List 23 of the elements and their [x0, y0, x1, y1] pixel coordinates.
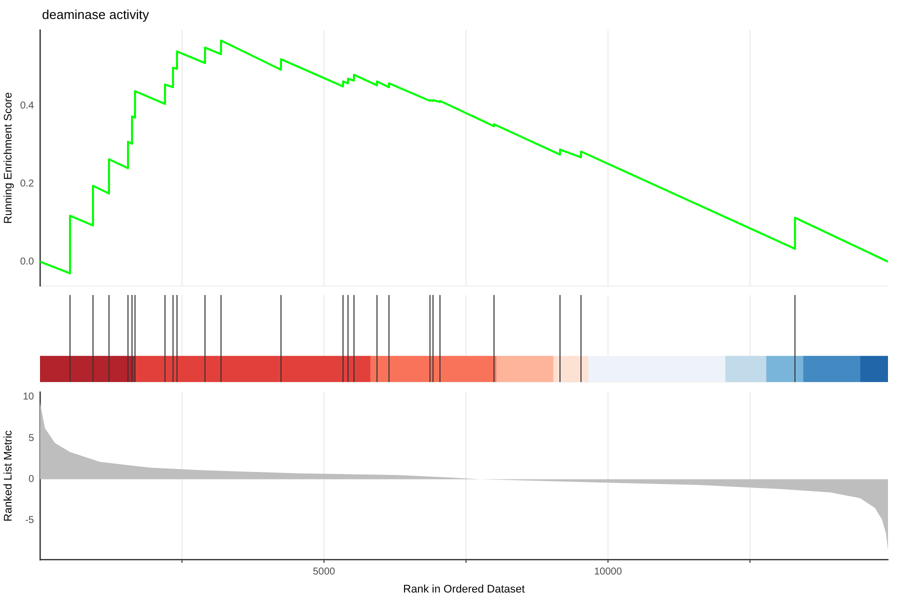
bar: [724, 356, 766, 382]
y-tick-label: 0: [28, 474, 34, 485]
bar: [496, 356, 554, 382]
bar: [370, 356, 496, 382]
bar: [802, 356, 860, 382]
bar: [134, 356, 370, 382]
bar: [552, 356, 588, 382]
y-tick-label: 0.4: [20, 100, 34, 112]
bar: [588, 356, 726, 382]
y-tick-label: 0.2: [20, 178, 34, 190]
x-tick-label: 5000: [312, 566, 336, 578]
y-tick-label: -5: [25, 515, 34, 526]
bar: [40, 356, 136, 382]
y-tick-label: 0.0: [20, 256, 34, 268]
chart-title: deaminase activity: [42, 7, 149, 22]
bar: [860, 356, 888, 382]
y-tick-label: 10: [22, 392, 34, 403]
x-tick-label: 10000: [594, 566, 622, 578]
y-axis-title: Running Enrichment Score: [2, 92, 15, 224]
y-axis-title: Ranked List Metric: [2, 430, 15, 522]
y-tick-label: 5: [28, 432, 34, 444]
bar: [766, 356, 804, 382]
x-axis-title: Rank in Ordered Dataset: [403, 583, 525, 596]
